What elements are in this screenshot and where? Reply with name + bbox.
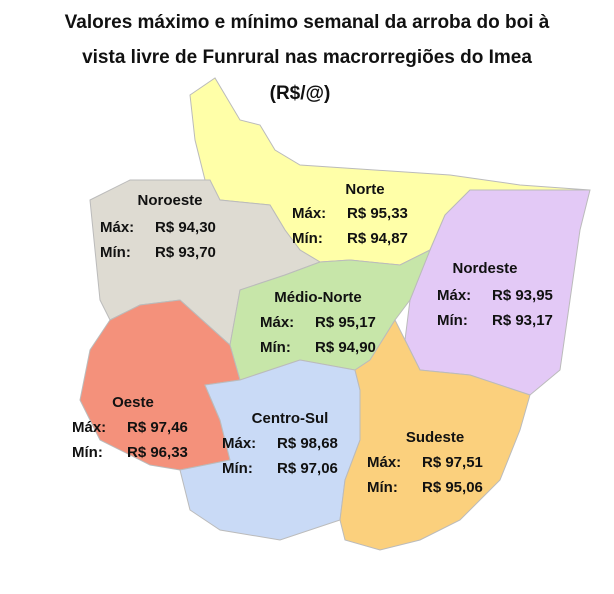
min-label: Mín: (367, 479, 398, 496)
min-value: R$ 93,70 (155, 244, 216, 261)
region-name: Noroeste (137, 192, 202, 209)
max-value: R$ 98,68 (277, 435, 338, 452)
max-label: Máx: (222, 435, 256, 452)
min-value: R$ 94,90 (315, 339, 376, 356)
region-name: Nordeste (452, 260, 517, 277)
max-label: Máx: (72, 419, 106, 436)
region-name: Centro-Sul (252, 410, 329, 427)
max-label: Máx: (367, 454, 401, 471)
max-label: Máx: (100, 219, 134, 236)
region-name: Norte (345, 181, 384, 198)
max-label: Máx: (260, 314, 294, 331)
max-value: R$ 97,51 (422, 454, 483, 471)
regions-shapes (79, 77, 591, 551)
min-label: Mín: (260, 339, 291, 356)
max-value: R$ 95,17 (315, 314, 376, 331)
max-value: R$ 94,30 (155, 219, 216, 236)
max-label: Máx: (292, 205, 326, 222)
max-label: Máx: (437, 287, 471, 304)
max-value: R$ 93,95 (492, 287, 553, 304)
min-value: R$ 96,33 (127, 444, 188, 461)
max-value: R$ 95,33 (347, 205, 408, 222)
min-label: Mín: (72, 444, 103, 461)
min-value: R$ 95,06 (422, 479, 483, 496)
min-label: Mín: (292, 230, 323, 247)
min-value: R$ 93,17 (492, 312, 553, 329)
region-sudeste (339, 318, 531, 551)
region-name: Oeste (112, 394, 154, 411)
max-value: R$ 97,46 (127, 419, 188, 436)
min-value: R$ 97,06 (277, 460, 338, 477)
title-line: Valores máximo e mínimo semanal da arrob… (65, 12, 550, 33)
min-label: Mín: (222, 460, 253, 477)
region-name: Médio-Norte (274, 289, 362, 306)
min-value: R$ 94,87 (347, 230, 408, 247)
region-name: Sudeste (406, 429, 464, 446)
title-line: (R$/@) (270, 83, 331, 104)
min-label: Mín: (437, 312, 468, 329)
title-line: vista livre de Funrural nas macrorregiõe… (82, 47, 532, 68)
min-label: Mín: (100, 244, 131, 261)
